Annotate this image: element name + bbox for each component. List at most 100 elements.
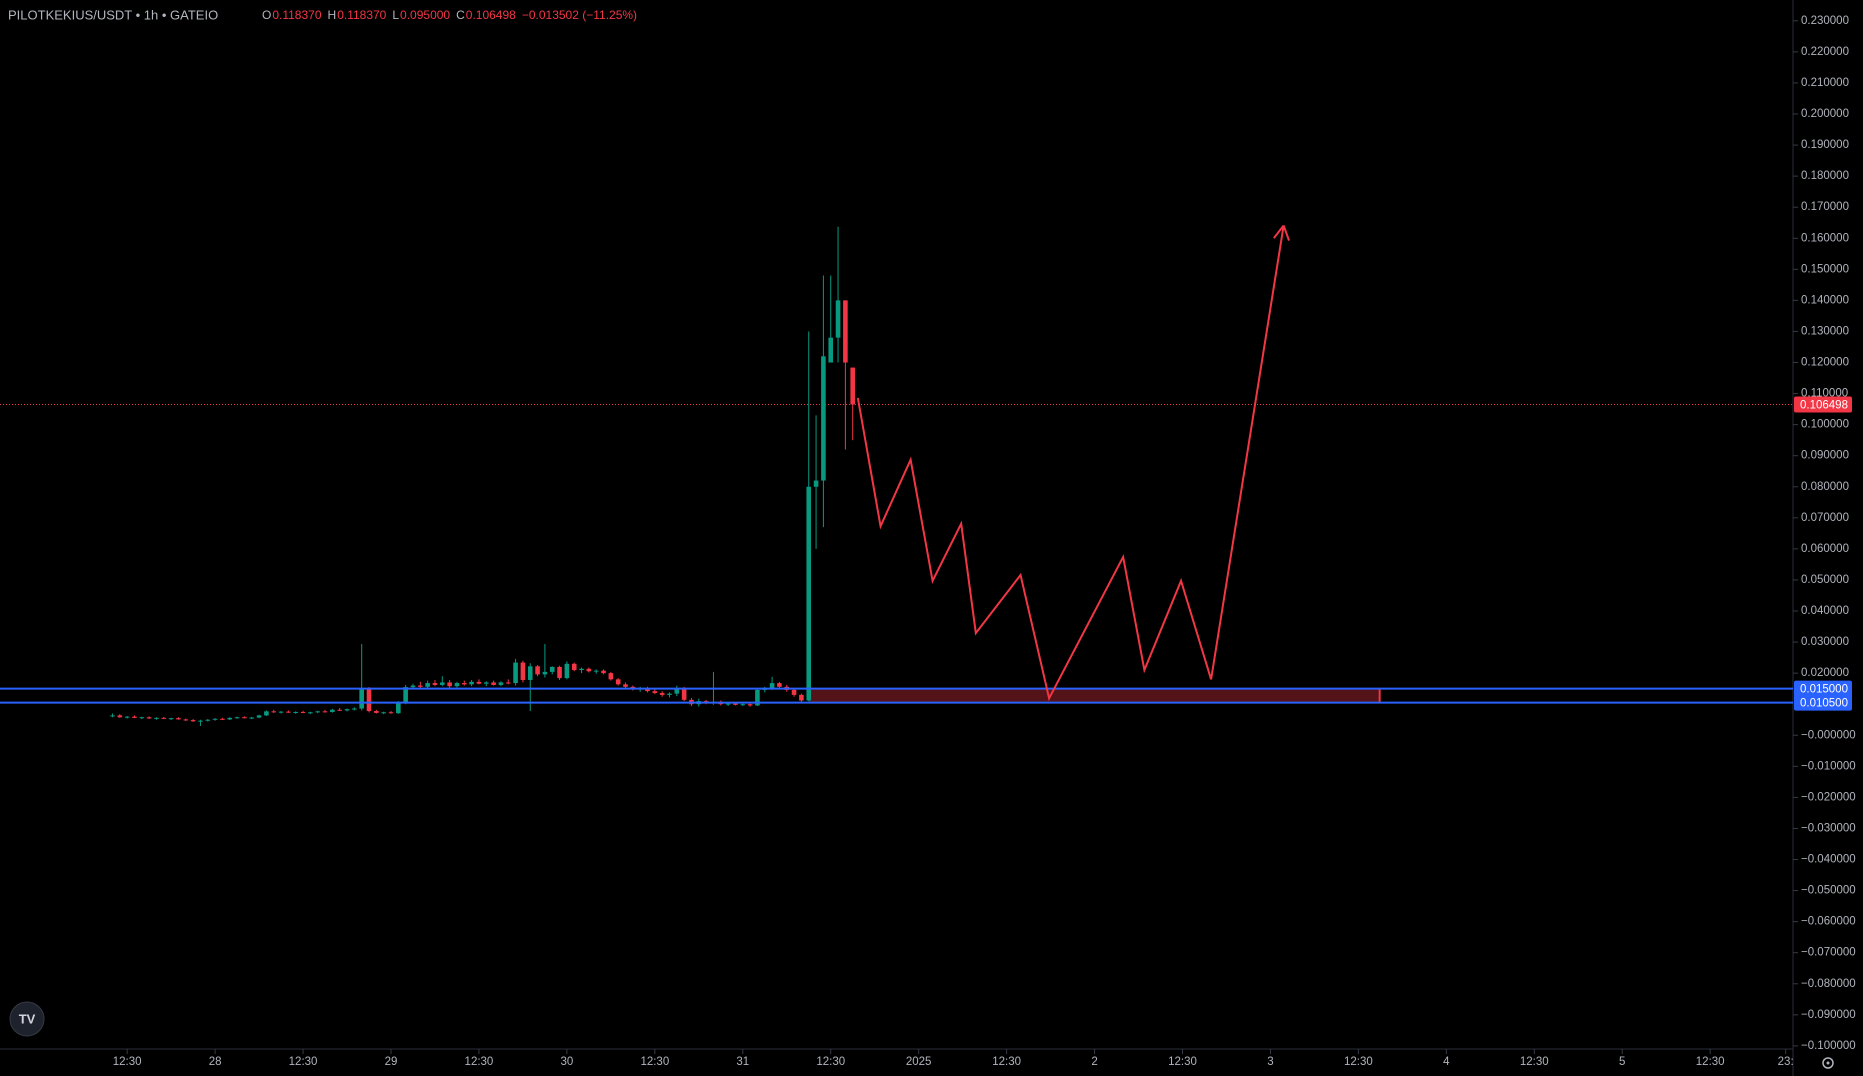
candle: [234, 716, 240, 719]
candle-body: [198, 720, 203, 722]
candle: [579, 667, 584, 674]
candle-body: [725, 703, 731, 705]
drawing-arrowhead: [1273, 224, 1285, 239]
candle-body: [168, 718, 174, 720]
candle-body: [146, 717, 152, 719]
ohlc-key: H: [328, 8, 337, 22]
candle: [161, 716, 167, 720]
candle-body: [681, 688, 687, 700]
x-tick-label: 12:30: [1168, 1056, 1197, 1068]
candle: [154, 717, 159, 720]
candle: [652, 689, 658, 695]
x-tick-label: 12:30: [816, 1056, 845, 1068]
candle: [608, 671, 614, 681]
y-tick-label: 0.210000: [1801, 77, 1849, 89]
candle-body: [535, 666, 540, 675]
y-tick-label: −0.040000: [1801, 854, 1856, 866]
candle-body: [469, 681, 474, 685]
y-tick-label: 0.220000: [1801, 46, 1849, 58]
candle: [461, 680, 467, 686]
y-tick-label: 0.070000: [1801, 512, 1849, 524]
candle-body: [608, 673, 614, 680]
price-tag-label: 0.015000: [1800, 684, 1848, 696]
x-tick-label: 12:30: [1520, 1056, 1549, 1068]
candle-body: [821, 356, 826, 481]
candle: [469, 679, 474, 687]
candle-body: [828, 337, 834, 363]
drawing-arrowhead: [1282, 225, 1290, 241]
x-tick-label: 3: [1267, 1056, 1273, 1068]
candle: [813, 415, 819, 549]
candle: [315, 710, 321, 714]
candle: [271, 709, 277, 713]
y-tick-label: 0.130000: [1801, 325, 1849, 337]
candle-body: [183, 719, 189, 721]
candle: [535, 665, 540, 677]
plot: [0, 224, 1793, 726]
candle-body: [454, 683, 460, 687]
candle: [513, 658, 518, 686]
y-tick-label: 0.180000: [1801, 170, 1849, 182]
candle: [542, 643, 548, 678]
candle-body: [542, 671, 548, 675]
candle-body: [315, 711, 321, 713]
price-tag: [1794, 680, 1852, 697]
x-tick-label: 29: [385, 1056, 398, 1068]
candle: [491, 680, 496, 686]
candle: [549, 666, 555, 675]
y-tick-label: −0.020000: [1801, 791, 1856, 803]
candle-body: [623, 684, 628, 687]
candle-body: [234, 717, 240, 719]
candle-body: [388, 712, 394, 714]
ohlc-key: C: [456, 8, 465, 22]
candle: [586, 667, 592, 673]
candle: [454, 681, 460, 688]
candle-body: [396, 702, 401, 714]
candle-body: [835, 300, 841, 338]
candle-body: [447, 682, 452, 687]
candle: [132, 715, 137, 719]
zone: [808, 688, 1380, 703]
tradingview-logo[interactable]: TV: [9, 1001, 45, 1037]
candle-body: [264, 711, 269, 716]
y-tick-label: 0.040000: [1801, 605, 1849, 617]
candle: [352, 707, 357, 711]
candle-body: [498, 682, 504, 685]
settings-center[interactable]: [1826, 1061, 1830, 1065]
candle: [498, 681, 504, 687]
logo-mark[interactable]: TV: [19, 1011, 36, 1026]
candle: [256, 714, 262, 719]
y-tick-label: 0.120000: [1801, 357, 1849, 369]
candle-body: [286, 711, 291, 713]
settings-gear[interactable]: [1822, 1057, 1834, 1069]
candle: [623, 682, 628, 689]
candle-body: [132, 716, 137, 718]
candle: [615, 678, 621, 686]
candle: [183, 718, 189, 721]
y-tick-label: 0.060000: [1801, 543, 1849, 555]
x-tick-label: 12:30: [113, 1056, 142, 1068]
candle: [308, 711, 313, 715]
legend: PILOTKEKIUS/USDT • 1h • GATEIO O 0.118370 H…: [8, 7, 637, 22]
candle-body: [755, 689, 760, 706]
candle-body: [476, 681, 482, 684]
candle-body: [527, 666, 533, 680]
candle-body: [564, 663, 570, 679]
candle: [205, 719, 211, 722]
ohlc-change: −0.013502 (−11.25%): [522, 8, 637, 22]
candle: [483, 681, 489, 687]
chart-title: PILOTKEKIUS/USDT • 1h • GATEIO: [8, 7, 218, 22]
candle-body: [615, 679, 621, 685]
settings-icon[interactable]: [1822, 1057, 1834, 1069]
candle: [418, 681, 423, 689]
candle: [293, 711, 299, 714]
candle: [425, 680, 430, 689]
y-tick-label: −0.030000: [1801, 822, 1856, 834]
y-tick-label: 0.190000: [1801, 139, 1849, 151]
candle-body: [747, 704, 753, 706]
price-tag: [1794, 694, 1852, 711]
logo-badge[interactable]: [9, 1001, 45, 1037]
candle-body: [418, 685, 423, 687]
candle-body: [271, 711, 277, 713]
candle-body: [586, 668, 592, 672]
